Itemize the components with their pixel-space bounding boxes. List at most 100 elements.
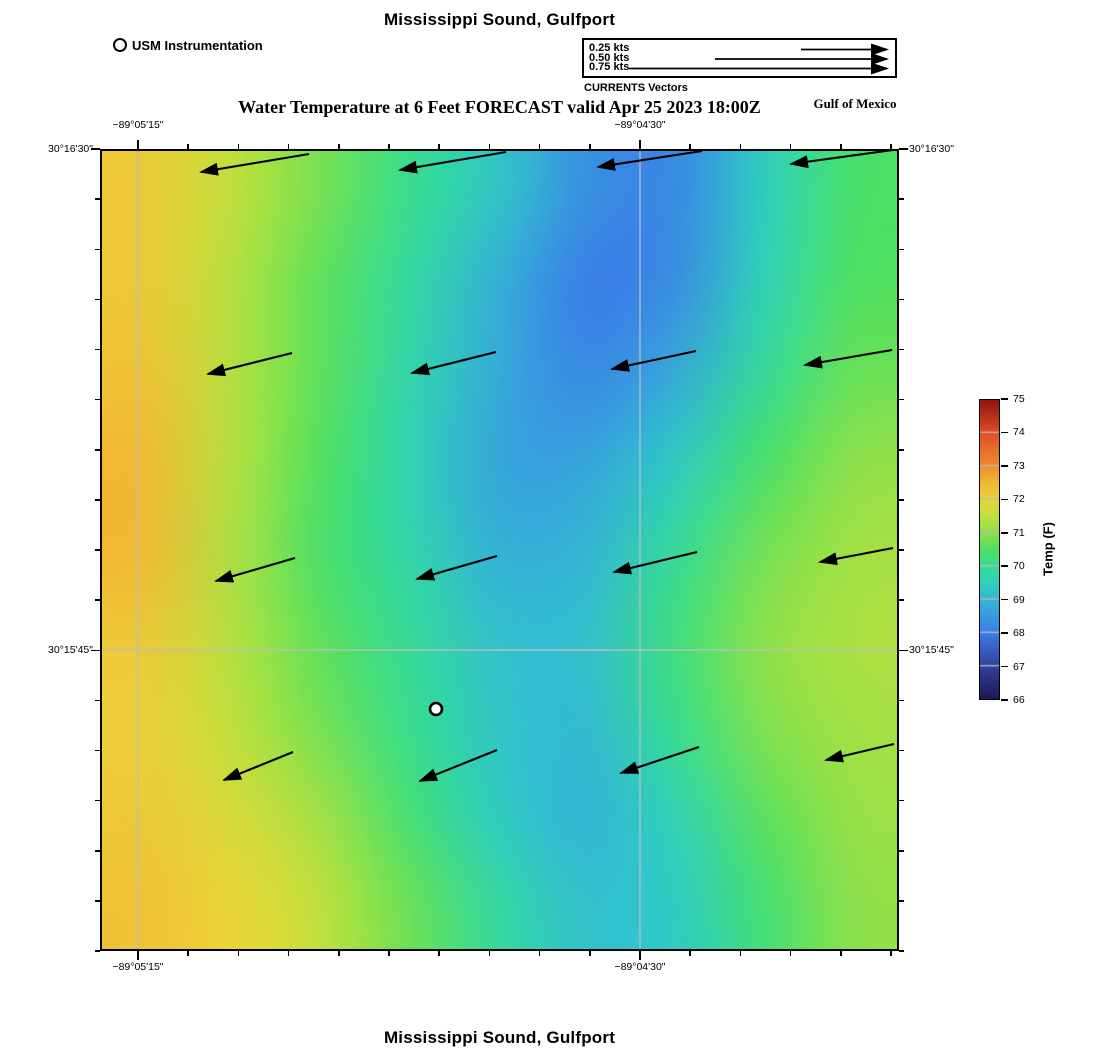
axis-tick	[789, 144, 792, 149]
colorbar-tick-label: 68	[1013, 627, 1025, 640]
axis-tick	[95, 900, 100, 902]
axis-tick	[899, 749, 904, 752]
vector-legend-label: 0.25 kts	[589, 42, 630, 54]
colorbar-tick-label: 73	[1013, 459, 1025, 472]
current-vector-arrow	[596, 149, 703, 171]
currents-vector-legend: 0.25 kts 0.50 kts 0.75 kts	[582, 38, 897, 78]
axis-tick	[689, 144, 691, 149]
axis-tick	[237, 951, 240, 956]
axis-tick	[95, 398, 100, 401]
colorbar-tick	[1001, 498, 1008, 501]
axis-tick	[890, 144, 892, 149]
lon-label-top-right: −89°04'30"	[614, 119, 666, 131]
axis-tick	[899, 248, 904, 250]
axis-tick	[840, 144, 842, 149]
axis-tick	[237, 144, 240, 149]
colorbar-tick-label: 69	[1013, 593, 1025, 606]
current-vector-arrow	[612, 550, 698, 575]
colorbar-tick	[1001, 465, 1008, 467]
axis-tick	[589, 951, 591, 956]
axis-tick	[338, 144, 340, 149]
current-vector-arrow	[824, 742, 895, 763]
axis-tick	[95, 799, 100, 802]
axis-tick	[899, 699, 904, 702]
axis-tick	[899, 900, 904, 902]
usm-legend: USM Instrumentation	[113, 37, 263, 53]
axis-tick	[137, 951, 139, 960]
colorbar-tick-label: 72	[1013, 493, 1025, 506]
axis-tick	[899, 198, 904, 200]
vector-legend-label: 0.75 kts	[589, 61, 630, 73]
forecast-subtitle: Water Temperature at 6 Feet FORECAST val…	[238, 97, 761, 117]
axis-tick	[95, 348, 100, 351]
current-vector-arrow	[206, 351, 293, 377]
axis-tick	[899, 950, 904, 952]
axis-tick	[739, 144, 742, 149]
axis-tick	[488, 951, 491, 956]
current-vector-arrow	[789, 149, 894, 169]
current-vector-arrow	[818, 546, 894, 566]
axis-tick	[899, 850, 904, 852]
axis-tick	[95, 499, 100, 501]
colorbar-tick	[1001, 632, 1008, 634]
axis-tick	[639, 140, 641, 149]
lon-label-bottom-right: −89°04'30"	[614, 961, 666, 973]
gulf-of-mexico-label: Gulf of Mexico	[813, 96, 897, 111]
axis-tick	[95, 198, 100, 200]
axis-tick	[187, 951, 189, 956]
colorbar-tick	[1001, 565, 1008, 567]
axis-tick	[899, 799, 904, 802]
colorbar-tick-label: 75	[1013, 393, 1025, 405]
axis-tick	[95, 248, 100, 250]
axis-tick	[137, 140, 139, 149]
colorbar-tick-label: 71	[1013, 526, 1025, 539]
axis-tick	[95, 749, 100, 752]
axis-tick	[95, 449, 100, 451]
lon-label-bottom-left: −89°05'15"	[112, 961, 164, 973]
axis-tick	[589, 144, 591, 149]
colorbar-gradient	[979, 399, 1000, 700]
colorbar-title: Temp (F)	[1040, 522, 1056, 576]
axis-tick	[899, 649, 908, 651]
axis-tick	[899, 298, 904, 301]
lat-label-right-bottom: 30°15'45"	[909, 644, 954, 656]
axis-tick	[639, 951, 641, 960]
current-vector-arrow	[199, 152, 310, 176]
axis-tick	[840, 951, 842, 956]
axis-tick	[538, 951, 541, 956]
axis-tick	[899, 449, 904, 451]
axis-tick	[95, 599, 100, 601]
axis-tick	[95, 699, 100, 702]
axis-tick	[899, 499, 904, 501]
axis-tick	[538, 144, 541, 149]
current-vector-arrow	[214, 556, 296, 583]
axis-tick	[890, 951, 892, 956]
lat-label-right-top: 30°16'30"	[909, 143, 954, 155]
colorbar-tick	[1001, 598, 1008, 601]
current-vector-arrow	[418, 749, 498, 782]
current-vector-arrow	[410, 350, 497, 376]
colorbar-tick	[1001, 532, 1008, 534]
colorbar-tick-label: 74	[1013, 426, 1025, 439]
lat-label-left-top: 30°16'30"	[48, 143, 93, 155]
axis-tick	[899, 148, 908, 150]
axis-tick	[95, 298, 100, 301]
figure-title-bottom: Mississippi Sound, Gulfport	[383, 1028, 616, 1047]
axis-tick	[287, 144, 290, 149]
colorbar-tick-label: 66	[1013, 694, 1025, 706]
current-vector-arrow	[415, 554, 498, 581]
lon-label-top-left: −89°05'15"	[112, 119, 164, 131]
current-vector-arrow	[619, 746, 700, 774]
colorbar-tick-label: 67	[1013, 660, 1025, 673]
axis-tick	[338, 951, 340, 956]
vector-legend-label: 0.50 kts	[589, 51, 630, 64]
usm-legend-label: USM Instrumentation	[132, 37, 263, 53]
axis-tick	[95, 950, 100, 952]
vector-legend-arrows	[629, 43, 889, 75]
axis-tick	[488, 144, 491, 149]
axis-tick	[187, 144, 189, 149]
axis-tick	[287, 951, 290, 956]
figure-title-top: Mississippi Sound, Gulfport	[383, 10, 616, 29]
axis-tick	[95, 850, 100, 852]
